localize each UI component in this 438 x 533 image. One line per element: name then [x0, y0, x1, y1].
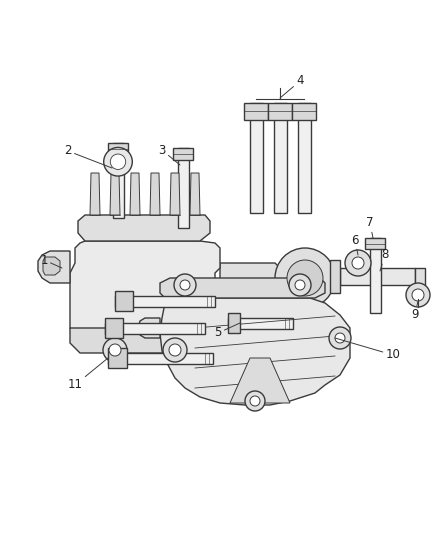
Polygon shape [160, 298, 350, 405]
Text: 11: 11 [67, 358, 108, 392]
Circle shape [345, 250, 371, 276]
Polygon shape [113, 143, 124, 218]
Text: 4: 4 [280, 75, 304, 98]
Polygon shape [115, 290, 133, 311]
Text: 8: 8 [380, 248, 389, 271]
Polygon shape [105, 322, 205, 334]
Polygon shape [340, 268, 415, 285]
Polygon shape [190, 173, 200, 215]
Text: 7: 7 [366, 216, 374, 238]
Polygon shape [130, 173, 140, 215]
Circle shape [352, 257, 364, 269]
Polygon shape [43, 257, 60, 275]
Polygon shape [370, 238, 381, 313]
Polygon shape [365, 238, 385, 249]
Polygon shape [38, 251, 70, 283]
Polygon shape [415, 268, 425, 298]
Circle shape [287, 260, 323, 296]
Circle shape [163, 338, 187, 362]
Polygon shape [228, 312, 240, 334]
Polygon shape [90, 173, 100, 215]
Polygon shape [110, 173, 120, 215]
Text: 6: 6 [351, 233, 359, 255]
Circle shape [245, 391, 265, 411]
Polygon shape [220, 263, 280, 293]
Polygon shape [273, 103, 286, 213]
Polygon shape [138, 318, 160, 338]
Polygon shape [330, 260, 340, 293]
Polygon shape [70, 241, 225, 343]
Text: 10: 10 [335, 338, 400, 361]
Circle shape [329, 327, 351, 349]
Polygon shape [177, 148, 188, 228]
Polygon shape [230, 358, 290, 403]
Polygon shape [78, 215, 210, 241]
Circle shape [109, 344, 121, 356]
Polygon shape [228, 318, 293, 328]
Circle shape [335, 333, 345, 343]
Circle shape [412, 289, 424, 301]
Circle shape [103, 338, 127, 362]
Circle shape [104, 148, 132, 176]
Polygon shape [170, 173, 180, 215]
Text: 9: 9 [411, 301, 419, 321]
Polygon shape [250, 103, 262, 213]
Polygon shape [150, 173, 160, 215]
Polygon shape [297, 103, 311, 213]
Circle shape [295, 280, 305, 290]
Polygon shape [115, 295, 215, 306]
Circle shape [174, 274, 196, 296]
Circle shape [110, 154, 126, 169]
Polygon shape [70, 328, 230, 353]
Circle shape [289, 274, 311, 296]
Text: 5: 5 [214, 323, 240, 340]
Polygon shape [244, 103, 268, 119]
Polygon shape [105, 318, 123, 338]
Polygon shape [108, 352, 213, 364]
Polygon shape [160, 278, 325, 298]
Circle shape [406, 283, 430, 307]
Polygon shape [108, 348, 127, 368]
Text: 2: 2 [64, 144, 112, 168]
Circle shape [180, 280, 190, 290]
Circle shape [250, 396, 260, 406]
Polygon shape [268, 103, 292, 119]
Polygon shape [108, 143, 128, 154]
Text: 1: 1 [40, 254, 62, 268]
Polygon shape [292, 103, 316, 119]
Polygon shape [173, 148, 193, 160]
Text: 3: 3 [158, 143, 180, 165]
Circle shape [169, 344, 181, 356]
Circle shape [275, 248, 335, 308]
